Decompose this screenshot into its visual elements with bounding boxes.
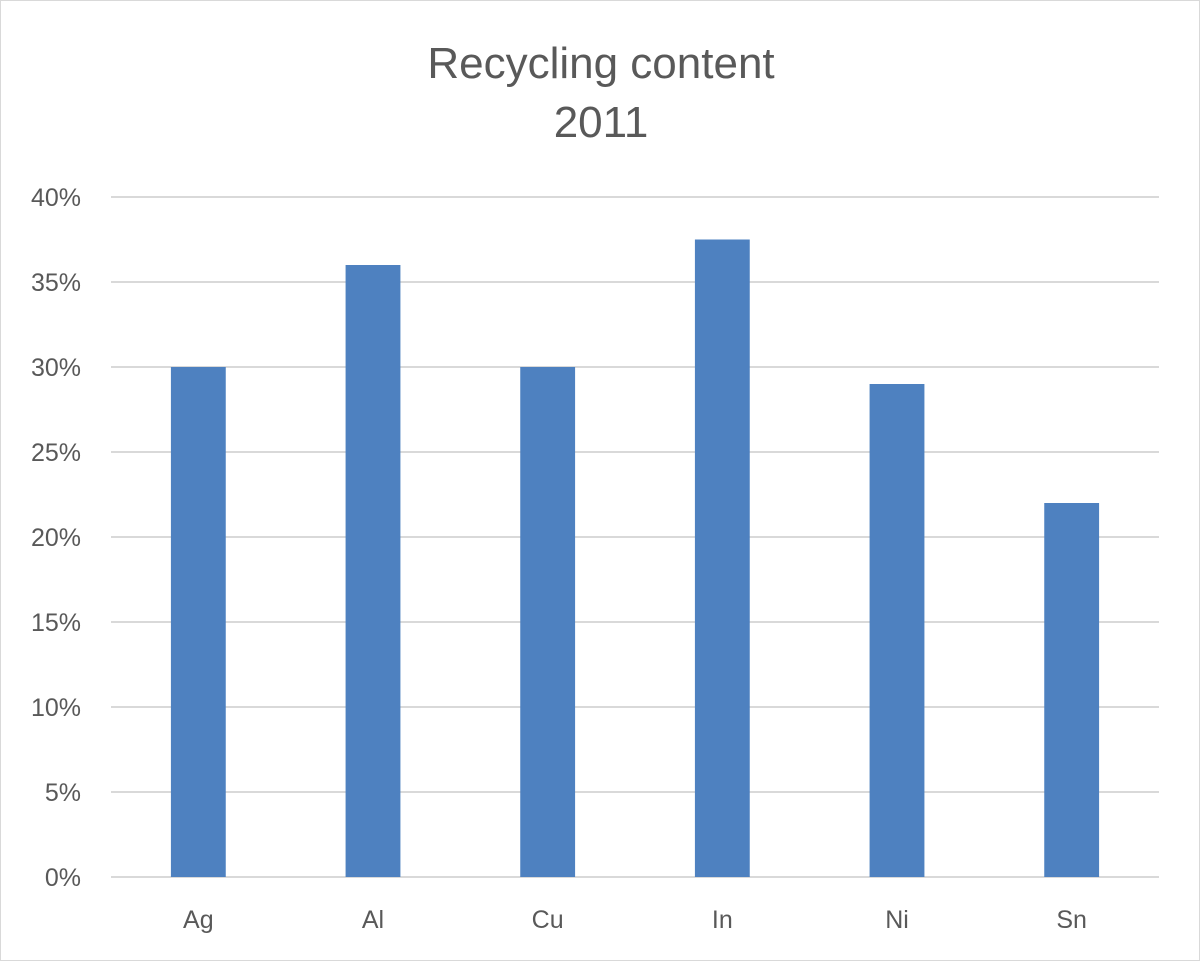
- chart-subtitle: 2011: [554, 98, 649, 147]
- bar-in: [694, 239, 750, 877]
- x-tick-label: In: [712, 906, 733, 934]
- x-axis-ticks: Ag Al Cu In Ni Sn: [183, 906, 1087, 934]
- y-tick-label: 40%: [31, 184, 81, 212]
- x-tick-label: Ag: [183, 906, 214, 934]
- bar-ag: [170, 367, 226, 877]
- bar-al: [345, 265, 401, 877]
- y-tick-label: 35%: [31, 269, 81, 297]
- y-tick-label: 15%: [31, 609, 81, 637]
- x-tick-label: Sn: [1056, 906, 1087, 934]
- y-tick-label: 0%: [45, 864, 81, 892]
- x-tick-label: Ni: [885, 906, 909, 934]
- bar-cu: [520, 367, 576, 877]
- y-tick-label: 20%: [31, 524, 81, 552]
- x-tick-label: Al: [362, 906, 384, 934]
- bar-ni: [869, 384, 925, 877]
- y-axis-ticks: 0% 5% 10% 15% 20% 25% 30% 35% 40%: [31, 184, 81, 892]
- bars: [170, 239, 1100, 877]
- bar-sn: [1044, 503, 1100, 877]
- x-tick-label: Cu: [532, 906, 564, 934]
- y-tick-label: 10%: [31, 694, 81, 722]
- y-tick-label: 5%: [45, 779, 81, 807]
- y-tick-label: 30%: [31, 354, 81, 382]
- y-tick-label: 25%: [31, 439, 81, 467]
- gridlines: [111, 196, 1159, 878]
- chart-title: Recycling content: [427, 39, 774, 88]
